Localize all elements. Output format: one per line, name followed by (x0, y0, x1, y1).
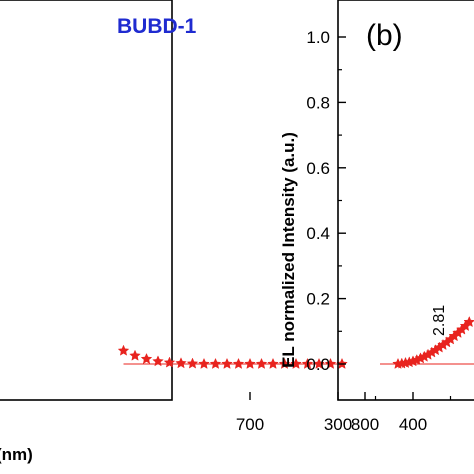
panel-a-data-point (163, 356, 176, 368)
panel-a-x-axis-title: (nm) (0, 445, 33, 464)
panel-a-points (117, 344, 348, 369)
panel-a-data-point (117, 344, 130, 356)
panel-b-x-tick-label: 300 (324, 415, 352, 434)
panel-a-frame (0, 0, 173, 401)
panel-a-data-point (186, 357, 199, 369)
panel-b-frame (337, 0, 474, 401)
panel-a-data-point (232, 357, 245, 369)
panel-a-data-point (140, 352, 153, 365)
panel-b-y-tick-label: 0.0 (306, 355, 330, 374)
panel-b-y-tick-label: 1.0 (306, 28, 330, 47)
panel-a-data-point (278, 357, 291, 369)
panel-b-y-tick-label: 0.4 (306, 224, 330, 243)
panel-b-y-ticks: 0.0 0.2 0.4 0.6 0.8 1.0 (306, 28, 346, 374)
panel-a-x-tick-label: 700 (236, 415, 264, 434)
panel-b-y-axis-title: EL normalized Intensity (a.u.) (279, 132, 298, 368)
panel-a: BUBD-1 700 800 (nm) (0, 0, 379, 464)
panel-a-data-point (255, 357, 268, 369)
panel-a-x-tick-label: 800 (351, 415, 379, 434)
panel-a-data-point (198, 357, 210, 369)
panel-a-data-point (301, 357, 314, 369)
panel-b: (b) EL normalized Intensity (a.u.) 0.00.… (279, 0, 474, 434)
panel-a-data-point (221, 357, 233, 369)
panel-a-data-point (209, 357, 222, 369)
panel-a-data-point (175, 357, 187, 369)
panel-b-data-point (463, 315, 474, 328)
panel-b-x-tick-label: 400 (399, 415, 427, 434)
panel-a-data-point (313, 357, 325, 369)
panel-b-y-tick-label: 0.6 (306, 159, 330, 178)
panel-b-annotation: 2.81 (431, 305, 448, 336)
series-label-bubd-1: BUBD-1 (117, 15, 197, 38)
panel-a-data-point (324, 357, 337, 369)
panel-a-data-point (244, 357, 256, 369)
panel-b-y-tick-label: 0.8 (306, 93, 330, 112)
panel-a-data-point (267, 357, 279, 369)
panel-b-y-tick-label: 0.2 (306, 290, 330, 309)
panel-a-data-point (129, 349, 141, 361)
panel-label-b: (b) (366, 19, 403, 52)
panel-b-points (392, 315, 474, 369)
panel-a-data-point (290, 357, 302, 369)
panel-b-x-ticks: 300 400 (324, 392, 452, 434)
panel-a-x-ticks: 700 800 (236, 392, 379, 434)
